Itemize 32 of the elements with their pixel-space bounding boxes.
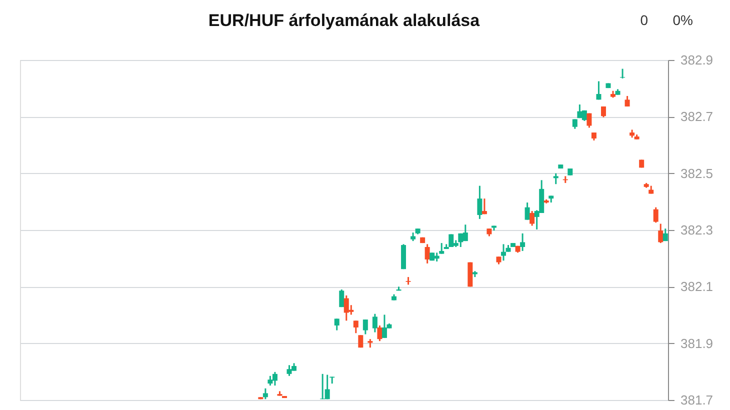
- candlestick: [262, 388, 268, 400]
- candlestick: [662, 228, 668, 242]
- candlestick: [620, 68, 626, 80]
- candlestick: [653, 206, 658, 224]
- candlestick: [339, 288, 344, 308]
- candlestick: [353, 320, 358, 334]
- candlestick: [358, 334, 364, 348]
- y-tick-label: 381.9: [680, 336, 714, 351]
- y-tick-label: 381.7: [680, 392, 714, 408]
- candlestick: [334, 318, 340, 332]
- candlestick: [586, 112, 592, 128]
- candlestick: [524, 202, 530, 221]
- text: 0%: [672, 12, 693, 28]
- chart-title: EUR/HUF árfolyamának alakulása: [208, 11, 480, 30]
- text: 0: [640, 12, 648, 28]
- candlestick: [362, 318, 368, 336]
- candlestick: [553, 172, 558, 185]
- candlestick: [482, 198, 487, 215]
- candlestick: [624, 95, 630, 108]
- candlestick: [477, 185, 482, 220]
- y-tick-label: 382.3: [680, 222, 714, 238]
- candlestick: [520, 232, 526, 252]
- candlestick: [530, 210, 535, 226]
- y-tick-label: 382.7: [680, 109, 714, 124]
- y-tick-label: 382.9: [680, 52, 714, 68]
- candlestick: [658, 223, 664, 244]
- y-tick-label: 382.1: [680, 279, 714, 294]
- y-tick-label: 382.5: [680, 166, 714, 181]
- candlestick: [424, 243, 430, 264]
- candlestick: [377, 324, 382, 342]
- candlestick: [372, 313, 378, 334]
- candlestick: [596, 80, 602, 100]
